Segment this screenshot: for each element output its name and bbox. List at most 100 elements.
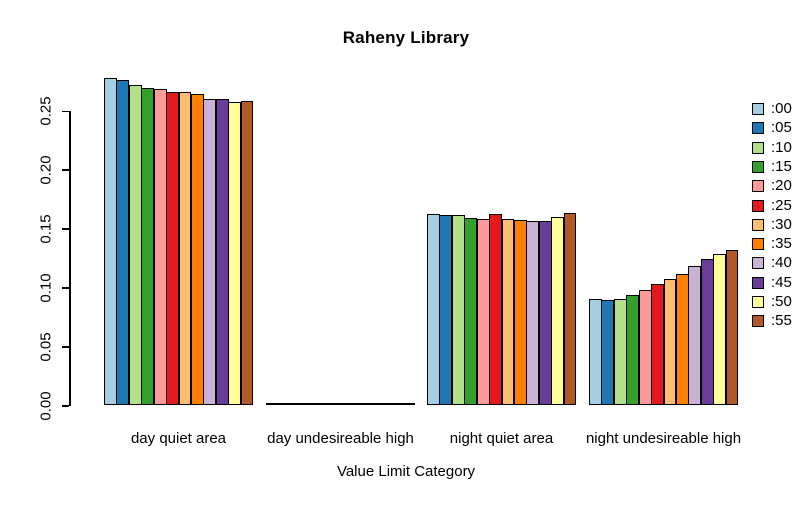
y-axis-tick-label: 0.20 [37,155,55,185]
y-axis-tick [62,228,69,230]
legend-label: :30 [771,215,792,233]
bar-15-cat2 [303,403,317,405]
legend-swatch [752,257,764,270]
legend-swatch [752,238,764,251]
y-axis-tick-label: 0.10 [37,273,55,303]
bar-05-cat1 [116,80,130,405]
y-axis-tick [62,169,69,171]
y-axis-tick [62,346,69,348]
legend-swatch [752,276,764,289]
bar-15-cat3 [464,218,478,405]
legend-swatch [752,218,764,231]
legend-label: :05 [771,119,792,137]
legend-label: :45 [771,273,792,291]
bar-30-cat1 [178,92,192,405]
legend-label: :50 [771,293,792,310]
legend-item: :20 [752,177,792,195]
legend-swatch [752,315,764,328]
y-axis-tick [62,287,69,289]
legend-label: :15 [771,157,792,175]
bar-25-cat2 [328,403,341,405]
chart-title: Raheny Library [342,28,470,47]
bar-15-cat4 [626,295,640,405]
bar-35-cat1 [190,94,204,405]
bar-20-cat4 [638,290,652,405]
category-label: night undesireable high [585,430,742,447]
y-axis-tick-label: 0.00 [37,390,55,421]
legend-item: :30 [752,215,792,233]
bar-40-cat4 [688,266,702,405]
bar-25-cat3 [489,214,502,405]
legend-label: :40 [771,254,792,272]
bar-40-cat3 [526,221,540,405]
bar-45-cat3 [538,221,552,405]
bar-45-cat2 [377,403,391,405]
legend-label: :35 [771,235,792,253]
bar-55-cat1 [240,101,254,405]
bar-50-cat2 [390,403,404,405]
legend-item: :40 [752,254,792,272]
legend-item: :00 [752,100,792,117]
bar-30-cat4 [663,279,677,405]
bar-35-cat2 [352,403,366,405]
bar-10-cat3 [451,215,465,405]
bar-35-cat3 [513,220,527,405]
y-axis-tick-label: 0.15 [37,214,55,244]
bar-55-cat4 [725,250,739,405]
bar-10-cat1 [128,85,142,405]
bar-20-cat1 [153,89,167,405]
y-axis-tick [62,110,69,112]
bar-45-cat4 [700,259,714,405]
bar-30-cat3 [501,219,515,405]
bar-35-cat4 [675,274,689,405]
bar-30-cat2 [340,403,354,405]
legend-label: :00 [771,100,792,117]
legend-item: :45 [752,273,792,291]
legend-item: :05 [752,119,792,137]
bar-25-cat1 [166,92,179,405]
bar-40-cat1 [203,99,217,405]
bar-00-cat2 [266,403,279,405]
category-label: day quiet area [130,430,227,447]
legend-item: :35 [752,235,792,253]
bar-00-cat1 [104,78,117,405]
bar-50-cat3 [551,217,565,405]
category-label: night quiet area [449,430,554,447]
bar-20-cat2 [315,403,329,405]
bar-55-cat2 [402,403,416,405]
bar-00-cat3 [427,214,440,405]
bar-40-cat2 [365,403,379,405]
bar-50-cat4 [713,254,727,405]
y-axis [69,110,71,406]
legend-swatch [752,296,764,308]
bar-05-cat4 [601,300,615,405]
legend-item: :55 [752,312,792,330]
bar-20-cat3 [476,219,490,405]
x-axis-title: Value Limit Category [336,463,476,480]
legend-swatch [752,180,764,193]
bar-00-cat4 [589,299,602,405]
legend-swatch [752,141,764,154]
legend-label: :25 [771,196,792,214]
legend-item: :50 [752,293,792,310]
y-axis-tick-label: 0.05 [37,331,55,362]
bar-45-cat1 [215,99,229,405]
bar-10-cat4 [613,299,627,405]
bar-10-cat2 [290,403,304,405]
bar-05-cat2 [278,403,292,405]
legend-label: :20 [771,177,792,195]
legend-swatch [752,160,764,173]
legend-label: :10 [771,138,792,156]
bar-15-cat1 [141,88,155,405]
bar-50-cat1 [228,102,242,405]
bar-55-cat3 [563,213,577,405]
legend-swatch [752,199,764,212]
legend-swatch [752,103,764,115]
y-axis-tick [62,405,69,407]
bar-05-cat3 [439,215,453,405]
legend-item: :15 [752,157,792,175]
legend-item: :25 [752,196,792,214]
legend-item: :10 [752,138,792,156]
legend-label: :55 [771,312,792,330]
